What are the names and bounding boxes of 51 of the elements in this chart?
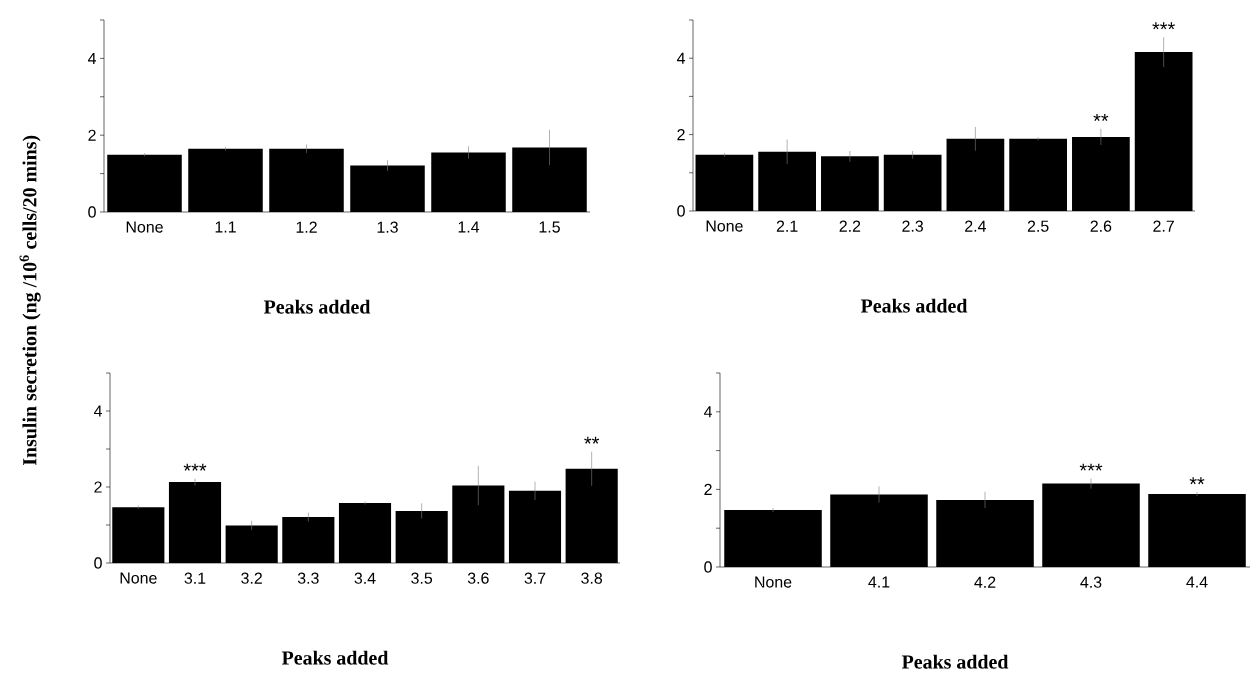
x-axis-title: Peaks added [263,299,371,314]
y-tick-label: 4 [87,52,97,64]
x-axis-title: Peaks added [281,650,389,665]
x-tick-label: 3.6 [467,572,489,584]
x-tick-label: 4.4 [1186,576,1208,588]
annotation: *** [183,463,207,471]
x-tick-label: 2.4 [965,220,986,232]
y-tick-label: 2 [88,129,96,141]
y-axis-title: Insulin secretion (ng /10$^{6}$ cells/20 mins) [19,135,41,466]
x-axis-title: Peaks added [901,654,1009,669]
x-tick-label: 1.5 [539,221,560,233]
x-tick-label: 1.4 [458,221,480,233]
x-axis-title: Peaks added [860,298,968,313]
x-tick-label: 3.2 [241,572,262,584]
x-tick-label: 4.2 [974,576,996,588]
x-tick-label: 3.7 [524,572,546,584]
x-tick-label: None [755,576,792,588]
x-tick-label: 2.6 [1090,220,1112,232]
y-tick-label: 2 [677,129,685,141]
y-tick-label: 2 [704,483,712,495]
x-tick-label: 2.3 [902,220,924,232]
x-tick-label: 1.1 [215,221,236,233]
annotation: ** [1093,113,1109,121]
x-tick-label: 3.8 [581,572,603,584]
x-tick-label: 1.3 [377,221,398,233]
x-tick-label: 2.1 [776,220,798,232]
x-tick-label: None [706,220,743,232]
x-tick-label: 3.1 [184,572,206,584]
x-tick-label: 2.2 [839,220,861,232]
x-tick-label: 4.1 [868,576,890,588]
x-tick-label: None [126,221,163,233]
x-tick-label: 4.3 [1080,576,1102,588]
annotation: ** [584,436,600,444]
x-tick-label: 3.5 [411,572,433,584]
y-tick-label: 2 [94,481,102,493]
x-tick-label: 3.3 [297,572,319,584]
annotation: ** [1189,477,1205,485]
annotation: *** [1152,22,1175,30]
y-tick-label: 4 [93,405,103,417]
x-tick-label: 2.7 [1153,220,1174,232]
y-tick-label: 0 [704,561,712,573]
x-tick-label: 2.5 [1027,220,1049,232]
y-tick-label: 4 [676,52,686,64]
x-tick-label: 1.2 [296,221,317,233]
y-tick-label: 0 [677,205,685,217]
y-tick-label: 4 [703,406,713,418]
y-tick-label: 0 [94,557,102,569]
annotation: *** [1079,463,1103,471]
x-tick-label: None [120,572,157,584]
y-tick-label: 0 [88,206,96,218]
x-tick-label: 3.4 [354,572,376,584]
